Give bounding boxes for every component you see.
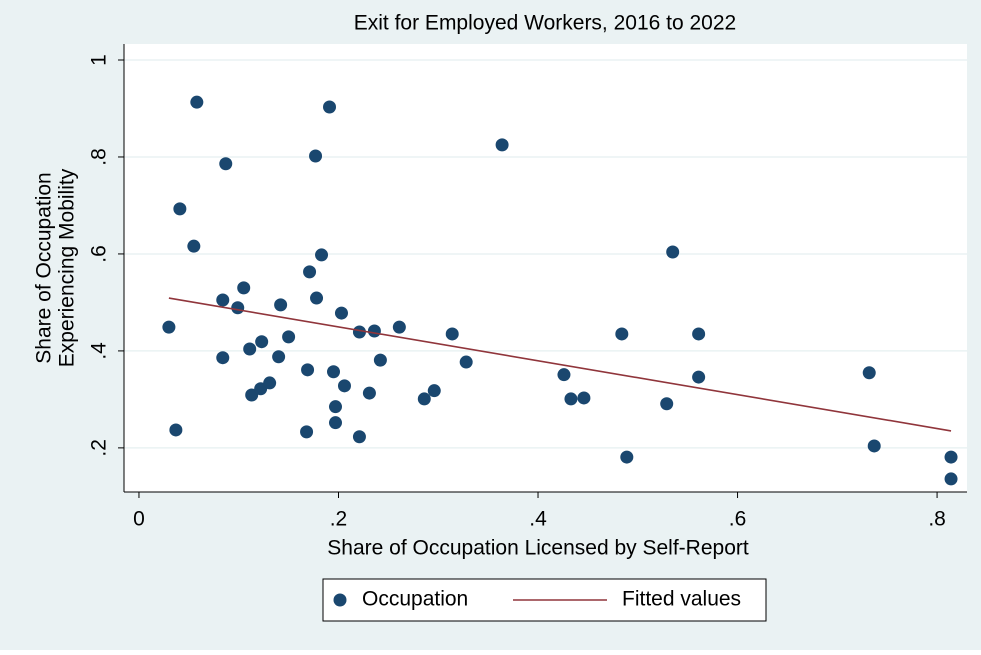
point: [445, 327, 459, 341]
y-tick-label: .6: [88, 245, 111, 263]
point: [337, 379, 351, 393]
point: [367, 324, 381, 338]
y-axis-title: Experiencing Mobility: [56, 168, 79, 367]
point: [334, 306, 348, 320]
point: [216, 293, 230, 307]
point: [615, 327, 629, 341]
point: [328, 416, 342, 430]
point: [862, 366, 876, 380]
point: [944, 450, 958, 464]
grid: [124, 59, 967, 449]
legend-label: Fitted values: [622, 588, 741, 611]
x-axis-title: Share of Occupation Licensed by Self-Rep…: [327, 537, 749, 560]
y-tick-label: 1: [88, 54, 111, 66]
point: [327, 365, 341, 379]
point: [373, 353, 387, 367]
point: [392, 320, 406, 334]
point: [274, 298, 288, 312]
x-tick-label: .4: [529, 508, 547, 531]
point: [666, 245, 680, 259]
point: [352, 430, 366, 444]
point: [362, 386, 376, 400]
point: [263, 376, 277, 390]
point: [692, 327, 706, 341]
plot-region: [124, 44, 967, 492]
point: [867, 439, 881, 453]
point: [303, 265, 317, 279]
point: [255, 335, 269, 349]
x-tick-label: .6: [729, 508, 747, 531]
y-tick-label: .2: [88, 439, 111, 457]
x-tick-label: .2: [330, 508, 348, 531]
x-tick-label: .8: [928, 508, 946, 531]
point: [427, 384, 441, 398]
fitted-line: [168, 297, 952, 432]
point: [216, 351, 230, 365]
point: [231, 301, 245, 315]
legend-swatch: [333, 593, 347, 607]
point: [219, 157, 233, 171]
point: [577, 391, 591, 405]
point: [459, 355, 473, 369]
point: [162, 320, 176, 334]
point: [323, 100, 337, 114]
legend-label: Occupation: [362, 588, 468, 611]
point: [310, 291, 324, 305]
chart-title: Exit for Employed Workers, 2016 to 2022: [354, 12, 736, 35]
point: [352, 325, 366, 339]
point: [300, 425, 314, 439]
point: [237, 281, 251, 295]
point: [660, 397, 674, 411]
x-tick-label: 0: [133, 508, 145, 531]
point: [564, 392, 578, 406]
point: [243, 342, 257, 356]
point: [187, 239, 201, 253]
point: [944, 472, 958, 486]
point: [328, 400, 342, 414]
point: [620, 450, 634, 464]
y-tick-label: .4: [88, 342, 111, 360]
y-tick-label: .8: [88, 148, 111, 166]
point: [495, 138, 509, 152]
point: [417, 392, 431, 406]
y-axis-title: Share of Occupation: [33, 172, 56, 363]
marks: [162, 95, 958, 486]
point: [173, 202, 187, 216]
point: [315, 248, 329, 262]
point: [282, 330, 296, 344]
point: [272, 350, 286, 364]
point: [692, 370, 706, 384]
point: [309, 149, 323, 163]
point: [557, 368, 571, 382]
point: [301, 363, 315, 377]
point: [169, 423, 183, 437]
point: [190, 95, 204, 109]
